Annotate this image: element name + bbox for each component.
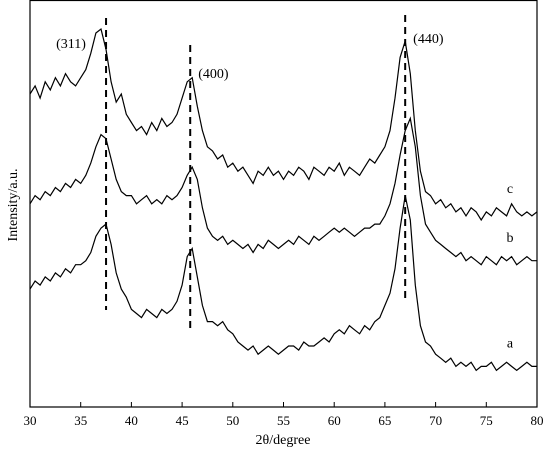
- x-tick-label: 45: [176, 413, 189, 428]
- x-tick-label: 80: [531, 413, 544, 428]
- xrd-pattern: [29, 195, 537, 372]
- x-tick-label: 65: [378, 413, 391, 428]
- x-axis-label: 2θ/degree: [256, 433, 311, 448]
- x-tick-label: 40: [125, 413, 138, 428]
- x-tick-label: 70: [429, 413, 442, 428]
- xrd-pattern: [29, 27, 538, 222]
- x-tick-label: 75: [480, 413, 493, 428]
- x-tick-label: 30: [24, 413, 37, 428]
- series-label: b: [507, 231, 514, 246]
- x-tick-label: 55: [277, 413, 290, 428]
- series-label: a: [507, 337, 514, 352]
- series-label: c: [507, 182, 513, 197]
- peak-label: (440): [413, 32, 444, 47]
- x-tick-label: 50: [226, 413, 239, 428]
- x-tick-label: 60: [328, 413, 341, 428]
- x-tick-label: 35: [74, 413, 87, 428]
- y-axis-label: Intensity/a.u.: [6, 168, 21, 241]
- xrd-pattern: [29, 116, 537, 266]
- peak-label: (311): [56, 37, 86, 52]
- peak-label: (400): [198, 67, 229, 82]
